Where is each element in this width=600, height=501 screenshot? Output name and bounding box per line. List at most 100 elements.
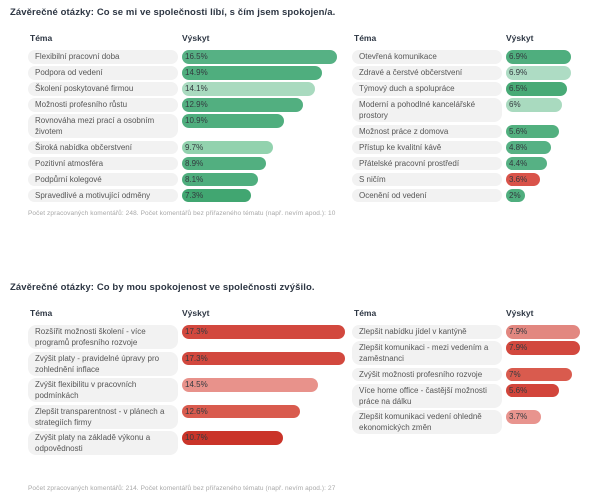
occurrence-bar: 6% (506, 98, 563, 112)
table-header: Téma Výskyt (352, 33, 600, 43)
table-row: Zdravé a čerstvé občerstvení 6.9% (352, 66, 600, 80)
topic-label: S ničím (352, 172, 502, 186)
column-header-topic: Téma (354, 33, 377, 43)
occurrence-bar: 4.8% (506, 140, 552, 154)
topic-label: Zlepšit komunikaci - mezi vedením a zamě… (352, 341, 502, 365)
topic-label: Podpora od vedení (28, 66, 178, 80)
table-row: Rovnováha mezi prací a osobním životem 10… (28, 114, 352, 138)
table-row: Zvýšit platy na základě výkonu a odpověd… (28, 431, 352, 455)
section-likes: Závěrečné otázky: Co se mi ve společnost… (0, 7, 600, 217)
charts-row: Téma Výskyt Rozšířit možnosti školení - … (28, 308, 600, 455)
bar-table-improvements-primary: Téma Výskyt Rozšířit možnosti školení - … (28, 308, 352, 455)
column-header-occurrence: Výskyt (506, 308, 534, 318)
table-row: Možnost práce z domova 5.6% (352, 124, 600, 138)
topic-label: Zdravé a čerstvé občerstvení (352, 66, 502, 80)
table-header: Téma Výskyt (28, 308, 352, 318)
topic-label: Široká nabídka občerstvení (28, 140, 178, 154)
section-improvements: Závěrečné otázky: Co by mou spokojenost … (0, 282, 600, 492)
table-row: Zlepšit nabídku jídel v kantýně 7.9% (352, 325, 600, 339)
occurrence-bar: 17.3% (182, 351, 345, 365)
table-rows: Zlepšit nabídku jídel v kantýně 7.9% Zlepš… (352, 325, 600, 434)
topic-label: Zvýšit flexibilitu v pracovních podmínká… (28, 378, 178, 402)
topic-label: Zvýšit platy na základě výkonu a odpověd… (28, 431, 178, 455)
occurrence-bar: 16.5% (182, 50, 338, 64)
occurrence-bar: 8.9% (182, 156, 266, 170)
table-header: Téma Výskyt (28, 33, 352, 43)
footnote: Počet zpracovaných komentářů: 248. Počet… (28, 210, 336, 217)
occurrence-bar: 8.1% (182, 172, 259, 186)
topic-label: Možnosti profesního růstu (28, 98, 178, 112)
column-header-occurrence: Výskyt (506, 33, 534, 43)
topic-label: Moderní a pohodlné kancelářské prostory (352, 98, 502, 122)
column-header-topic: Téma (354, 308, 377, 318)
bar-table-likes-secondary: Téma Výskyt Otevřená komunikace 6.9% Zdrav… (352, 33, 600, 202)
topic-label: Více home office - častější možnosti prá… (352, 383, 502, 408)
topic-label: Pozitivní atmosféra (28, 156, 178, 170)
table-row: Zlepšit komunikaci vedení ohledně ekonom… (352, 410, 600, 434)
occurrence-bar: 7.9% (506, 341, 581, 355)
topic-label: Školení poskytované firmou (28, 82, 178, 96)
table-row: Rozšířit možnosti školení - více program… (28, 325, 352, 349)
table-header: Téma Výskyt (352, 308, 600, 318)
table-rows: Rozšířit možnosti školení - více program… (28, 325, 352, 455)
topic-label: Zlepšit transparentnost - v plánech a st… (28, 404, 178, 429)
bar-table-improvements-secondary: Téma Výskyt Zlepšit nabídku jídel v kant… (352, 308, 600, 455)
table-row: Zvýšit flexibilitu v pracovních podmínká… (28, 378, 352, 402)
topic-label: Zlepšit komunikaci vedení ohledně ekonom… (352, 410, 502, 434)
occurrence-bar: 10.7% (182, 431, 283, 445)
occurrence-bar: 9.7% (182, 140, 274, 154)
topic-label: Zlepšit nabídku jídel v kantýně (352, 325, 502, 339)
occurrence-bar: 7.3% (182, 188, 251, 202)
table-row: Spravedlivé a motivující odměny 7.3% (28, 188, 352, 202)
occurrence-bar: 14.5% (182, 378, 319, 392)
table-row: Zlepšit transparentnost - v plánech a st… (28, 404, 352, 429)
table-row: Možnosti profesního růstu 12.9% (28, 98, 352, 112)
occurrence-bar: 7% (506, 367, 572, 381)
table-row: Široká nabídka občerstvení 9.7% (28, 140, 352, 154)
occurrence-bar: 17.3% (182, 325, 345, 339)
topic-label: Flexibilní pracovní doba (28, 50, 178, 64)
column-header-topic: Téma (30, 308, 53, 318)
table-row: Otevřená komunikace 6.9% (352, 50, 600, 64)
column-header-topic: Téma (30, 33, 53, 43)
table-row: Zvýšit platy - pravidelné úpravy pro zoh… (28, 351, 352, 376)
section-title: Závěrečné otázky: Co se mi ve společnost… (10, 7, 336, 18)
table-row: Flexibilní pracovní doba 16.5% (28, 50, 352, 64)
occurrence-bar: 14.9% (182, 66, 323, 80)
table-row: Přístup ke kvalitní kávě 4.8% (352, 140, 600, 154)
topic-label: Rozšířit možnosti školení - více program… (28, 325, 178, 349)
topic-label: Týmový duch a spolupráce (352, 82, 502, 96)
occurrence-bar: 12.6% (182, 404, 301, 418)
table-row: Zvýšit možnosti profesního rozvoje 7% (352, 367, 600, 381)
occurrence-bar: 4.4% (506, 156, 548, 170)
table-row: Více home office - častější možnosti prá… (352, 383, 600, 408)
occurrence-bar: 6.9% (506, 50, 571, 64)
footnote: Počet zpracovaných komentářů: 214. Počet… (28, 485, 336, 492)
table-row: Zlepšit komunikaci - mezi vedením a zamě… (352, 341, 600, 365)
occurrence-bar: 12.9% (182, 98, 304, 112)
occurrence-bar: 3.6% (506, 172, 540, 186)
topic-label: Možnost práce z domova (352, 124, 502, 138)
table-row: Týmový duch a spolupráce 6.5% (352, 82, 600, 96)
occurrence-bar: 6.5% (506, 82, 568, 96)
table-row: Pozitivní atmosféra 8.9% (28, 156, 352, 170)
occurrence-bar: 14.1% (182, 82, 315, 96)
topic-label: Zvýšit platy - pravidelné úpravy pro zoh… (28, 351, 178, 376)
topic-label: Zvýšit možnosti profesního rozvoje (352, 367, 502, 381)
occurrence-bar: 3.7% (506, 410, 541, 424)
bar-table-likes-primary: Téma Výskyt Flexibilní pracovní doba 16.5… (28, 33, 352, 202)
topic-label: Přátelské pracovní prostředí (352, 156, 502, 170)
section-title: Závěrečné otázky: Co by mou spokojenost … (10, 282, 315, 293)
topic-label: Podpůrní kolegové (28, 172, 178, 186)
occurrence-bar: 6.9% (506, 66, 571, 80)
table-row: Školení poskytované firmou 14.1% (28, 82, 352, 96)
table-row: Moderní a pohodlné kancelářské prostory 6… (352, 98, 600, 122)
table-row: S ničím 3.6% (352, 172, 600, 186)
topic-label: Rovnováha mezi prací a osobním životem (28, 114, 178, 138)
topic-label: Otevřená komunikace (352, 50, 502, 64)
table-rows: Flexibilní pracovní doba 16.5% Podpora od … (28, 50, 352, 202)
occurrence-bar: 2% (506, 188, 525, 202)
occurrence-bar: 7.9% (506, 325, 581, 339)
table-rows: Otevřená komunikace 6.9% Zdravé a čerstvé … (352, 50, 600, 202)
table-row: Přátelské pracovní prostředí 4.4% (352, 156, 600, 170)
